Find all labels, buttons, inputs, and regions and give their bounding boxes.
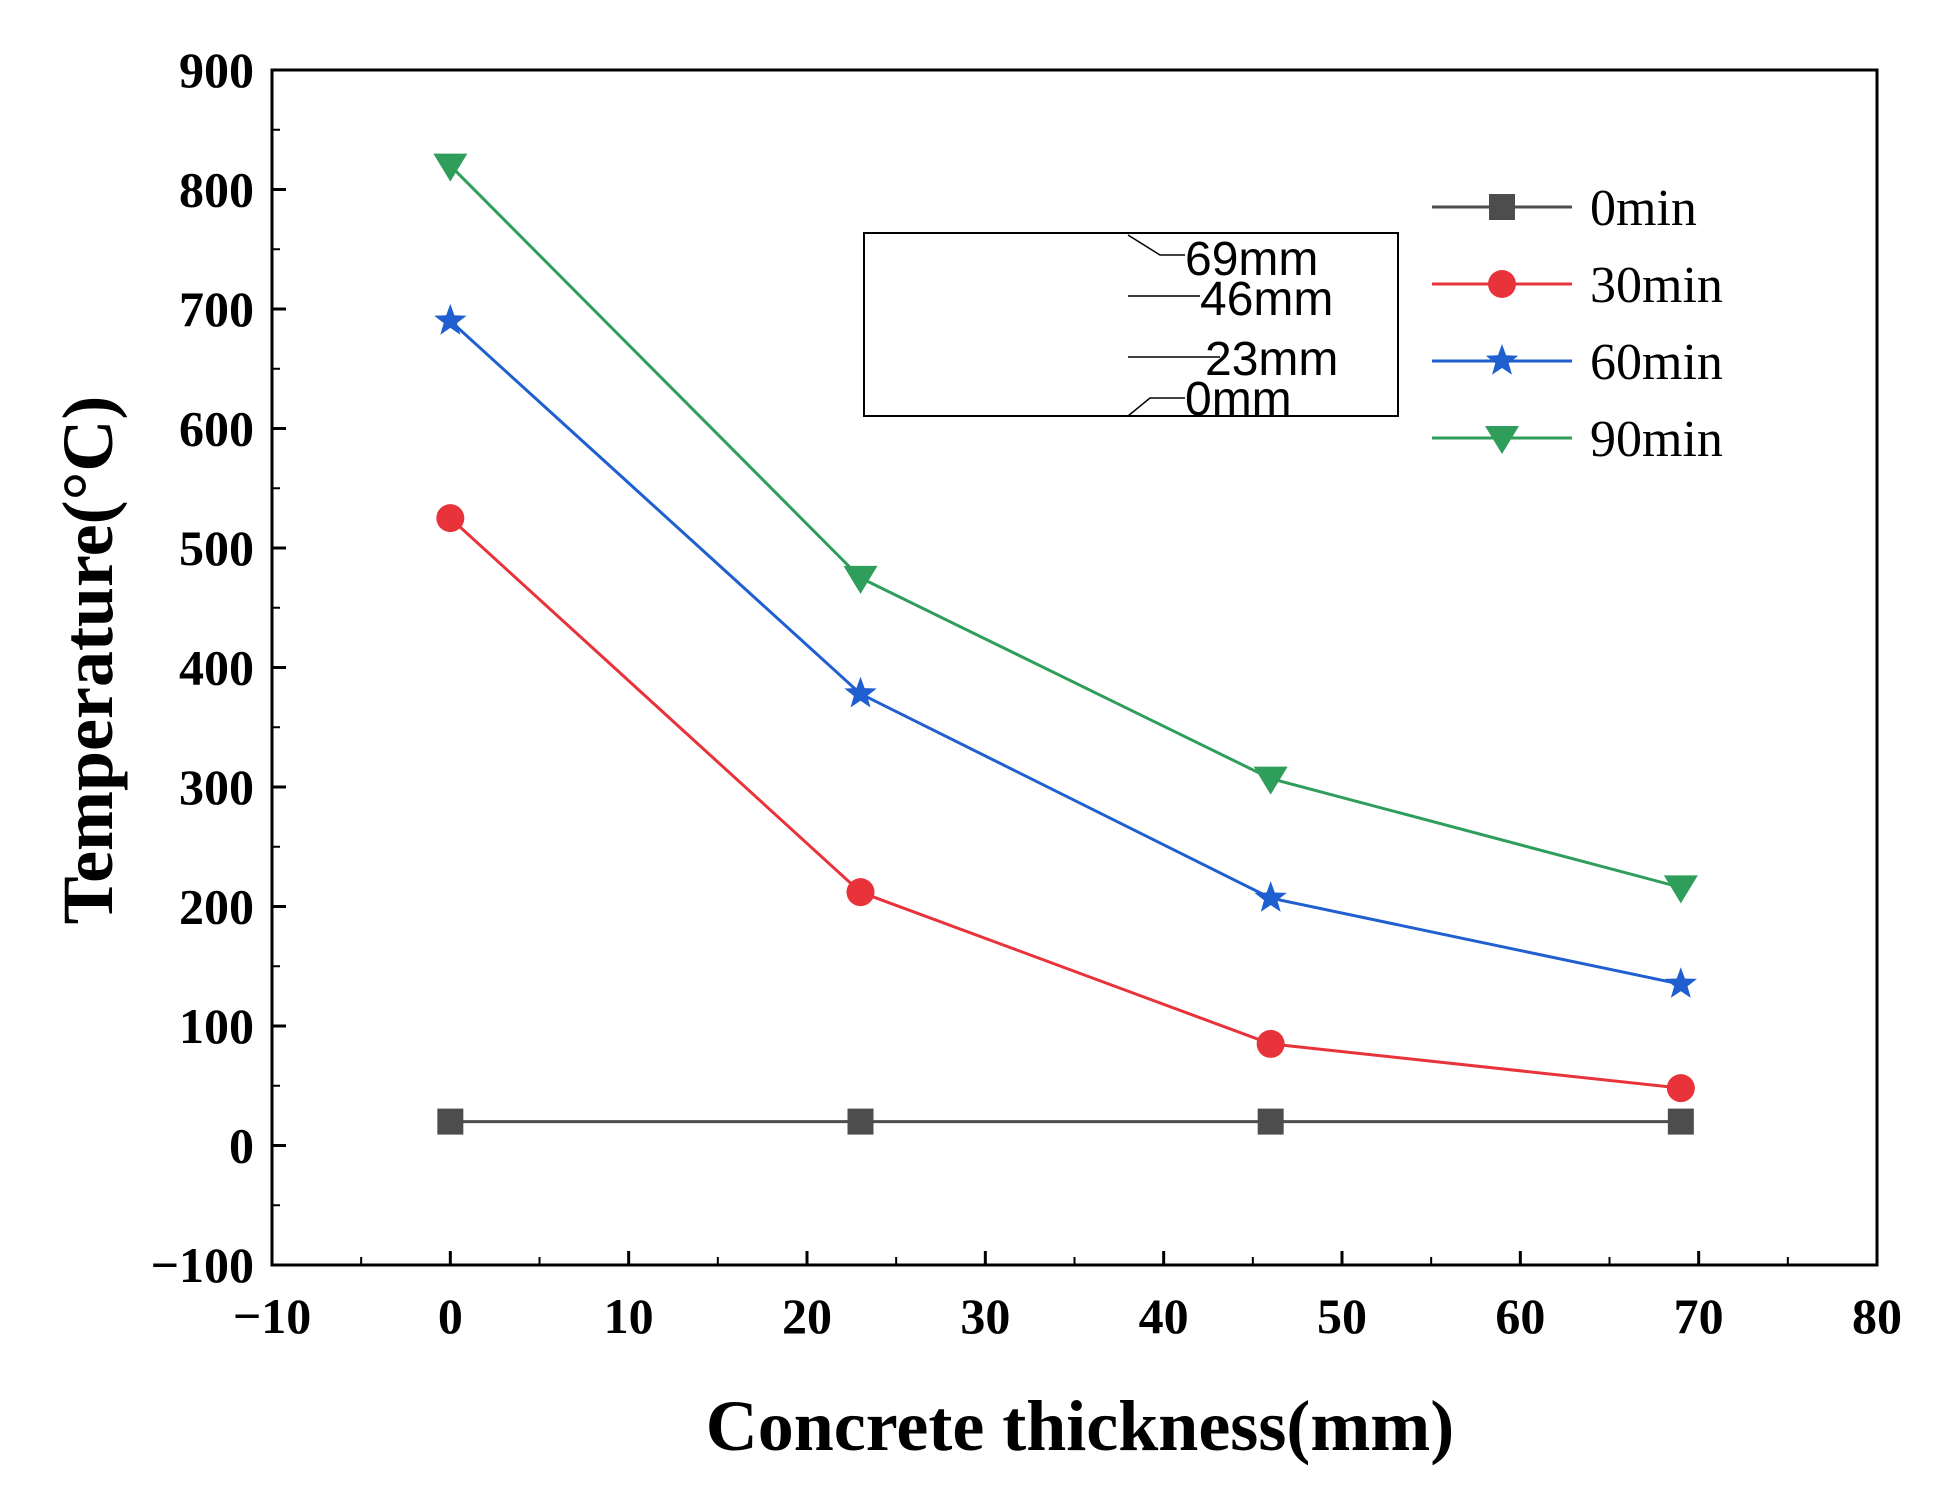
series-line-30min <box>449 516 1681 1090</box>
x-axis-title: Concrete thickness(mm) <box>706 1386 1455 1466</box>
data-point-30min <box>436 504 465 533</box>
data-point-30min <box>1256 1029 1285 1058</box>
legend-label: 60min <box>1590 334 1723 391</box>
data-point-60min <box>434 303 467 335</box>
inset-leader-0 <box>1127 397 1185 417</box>
data-point-0min <box>437 1108 464 1135</box>
y-tick-label: 300 <box>179 759 254 815</box>
data-point-30min <box>846 878 875 907</box>
series-line-90min <box>449 164 1682 889</box>
data-point-60min <box>1664 967 1697 998</box>
inset-label-69mm: 69mm <box>1185 233 1318 286</box>
legend-marker <box>1485 426 1519 454</box>
y-tick-label: 700 <box>179 281 254 337</box>
series-60min <box>434 303 1697 998</box>
x-tick-label: 60 <box>1495 1288 1545 1344</box>
y-axis-title: Temperature(°C) <box>48 396 128 925</box>
inset-label-0mm: 0mm <box>1185 373 1292 426</box>
y-tick-label: 900 <box>179 42 254 98</box>
inset-box <box>863 232 1399 417</box>
y-tick-label: −100 <box>151 1237 255 1293</box>
series-0min <box>437 1108 1694 1135</box>
inset-leader-69 <box>1127 234 1185 256</box>
legend-item-90min: 90min <box>1432 411 1723 468</box>
x-tick-label: 20 <box>782 1288 832 1344</box>
series-30min <box>436 504 1695 1103</box>
data-point-90min <box>433 153 468 182</box>
y-tick-label: 600 <box>179 401 254 457</box>
data-point-90min <box>1253 766 1288 795</box>
x-tick-label: 30 <box>960 1288 1010 1344</box>
legend-item-30min: 30min <box>1432 257 1723 314</box>
x-tick-label: 0 <box>438 1288 463 1344</box>
legend-marker <box>1485 344 1519 375</box>
data-point-0min <box>847 1108 874 1135</box>
legend-marker <box>1489 194 1515 220</box>
y-tick-label: 500 <box>179 520 254 576</box>
legend-item-0min: 0min <box>1432 180 1697 237</box>
y-tick-label: 200 <box>179 879 254 935</box>
legend-marker <box>1488 270 1516 298</box>
y-tick-label: 800 <box>179 162 254 218</box>
y-tick-label: 0 <box>229 1118 254 1174</box>
x-tick-label: 80 <box>1852 1288 1902 1344</box>
plot-frame <box>270 68 1879 1267</box>
data-point-90min <box>843 565 878 594</box>
inset-label-46mm: 46mm <box>1200 273 1333 326</box>
axes-group: −10 0 10 20 30 40 50 60 70 80−1000100200300400500… <box>151 42 1903 1344</box>
inset-diagram: 69mm 46mm 23mm 0mm <box>863 232 1399 426</box>
x-tick-label: 40 <box>1139 1288 1189 1344</box>
inset-label-23mm: 23mm <box>1205 333 1338 386</box>
legend-label: 0min <box>1590 180 1697 237</box>
data-point-0min <box>1257 1108 1284 1135</box>
x-tick-label: 70 <box>1674 1288 1724 1344</box>
x-tick-label: 50 <box>1317 1288 1367 1344</box>
data-point-60min <box>844 676 877 708</box>
series-group <box>433 153 1698 1135</box>
legend-label: 30min <box>1590 257 1723 314</box>
series-90min <box>433 153 1698 904</box>
y-tick-label: 100 <box>179 998 254 1054</box>
y-tick-label: 400 <box>179 640 254 696</box>
data-point-0min <box>1667 1108 1694 1135</box>
data-point-90min <box>1663 875 1698 904</box>
x-tick-label: −10 <box>233 1288 312 1344</box>
data-point-30min <box>1666 1074 1695 1103</box>
legend: 0min 30min 60min 90min <box>1432 180 1723 468</box>
data-point-60min <box>1254 881 1287 912</box>
legend-item-60min: 60min <box>1432 334 1723 391</box>
series-line-60min <box>449 319 1682 986</box>
x-tick-label: 10 <box>604 1288 654 1344</box>
legend-label: 90min <box>1590 411 1723 468</box>
